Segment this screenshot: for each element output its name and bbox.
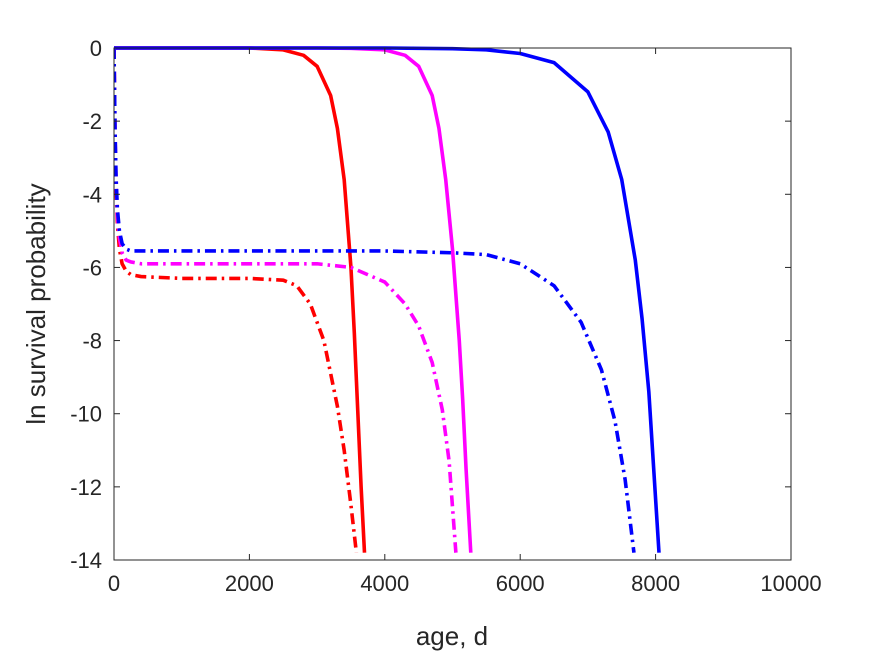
y-tick-label: 0 <box>90 36 102 61</box>
x-tick-label: 10000 <box>760 571 821 596</box>
y-tick-label: -6 <box>82 255 102 280</box>
y-tick-label: -8 <box>82 329 102 354</box>
series-line-5 <box>114 47 458 553</box>
y-axis-label: ln survival probability <box>21 183 51 424</box>
series-line-3 <box>114 46 661 553</box>
y-tick-label: -4 <box>82 182 102 207</box>
x-axis-label: age, d <box>416 621 488 651</box>
x-tick-label: 6000 <box>496 571 545 596</box>
series-layer <box>114 46 661 553</box>
series-line-1 <box>114 46 367 553</box>
plot-frame <box>113 47 792 561</box>
y-tick-label: -12 <box>70 475 102 500</box>
series-line-4 <box>114 47 359 553</box>
y-tick-label: -14 <box>70 548 102 573</box>
x-tick-label: 8000 <box>631 571 680 596</box>
y-tick-label: -10 <box>70 402 102 427</box>
tick-layer: 0 2000 4000 6000 8000 10000 0 -2 -4 -6 -8 -10 -12 -14 <box>70 36 821 596</box>
x-tick-label: 2000 <box>225 571 274 596</box>
series-line-6 <box>114 47 636 553</box>
series-line-2 <box>114 46 473 553</box>
x-tick-label: 4000 <box>360 571 409 596</box>
y-tick-label: -2 <box>82 109 102 134</box>
x-tick-label: 0 <box>108 571 120 596</box>
